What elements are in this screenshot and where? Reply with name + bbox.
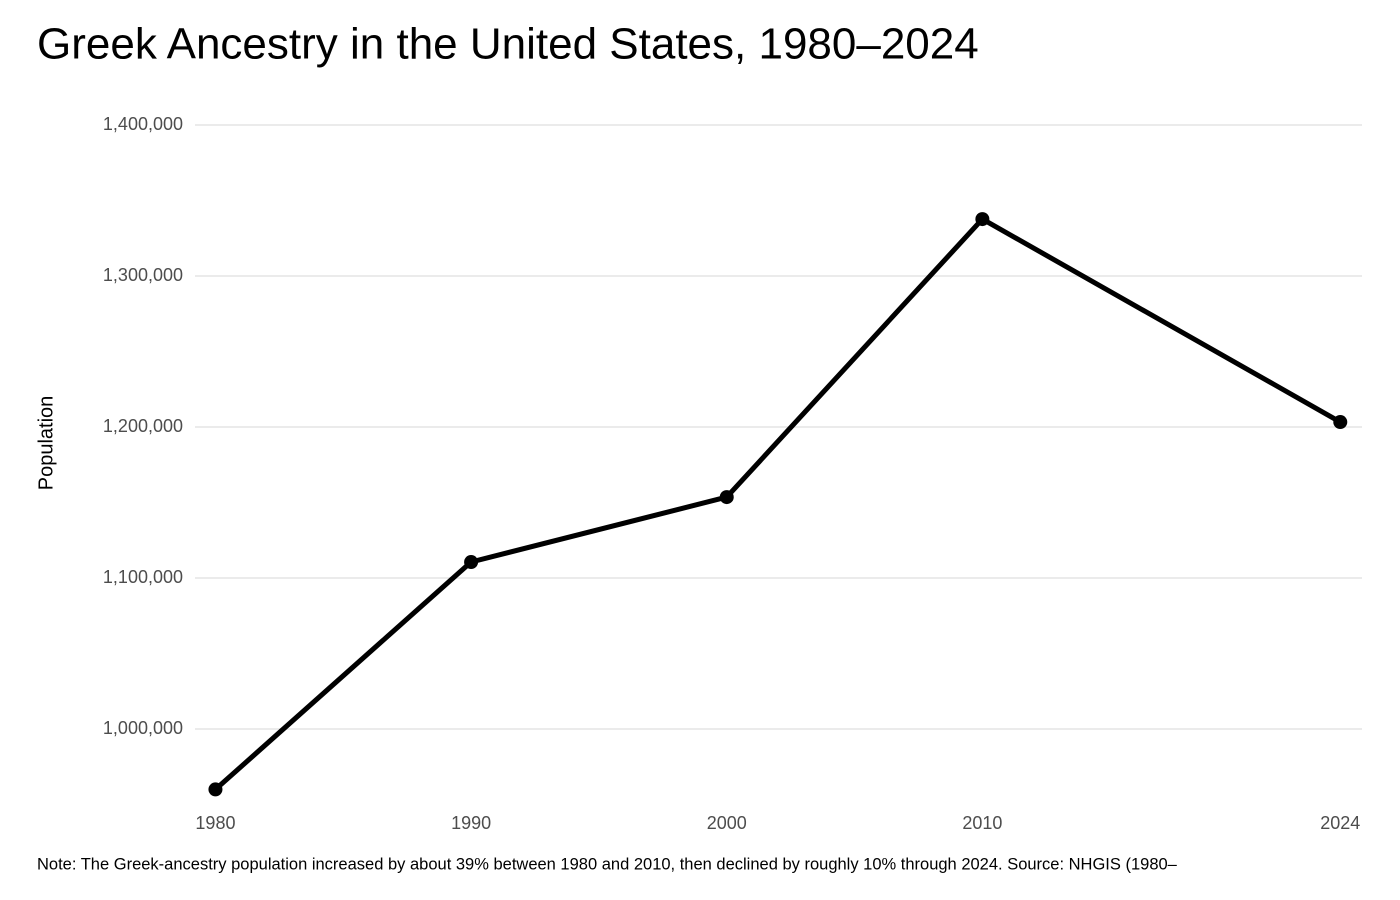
x-tick-label: 2024 bbox=[1320, 813, 1360, 833]
x-tick-label: 2000 bbox=[707, 813, 747, 833]
x-tick-label: 2010 bbox=[962, 813, 1002, 833]
x-tick-label: 1980 bbox=[195, 813, 235, 833]
y-tick-label: 1,400,000 bbox=[103, 114, 183, 134]
point bbox=[1333, 415, 1348, 430]
point bbox=[975, 212, 990, 227]
y-tick-label: 1,000,000 bbox=[103, 718, 183, 738]
chart-title: Greek Ancestry in the United States, 198… bbox=[37, 20, 979, 69]
note: Note: The Greek-ancestry population incr… bbox=[37, 855, 1178, 873]
y-tick-label: 1,100,000 bbox=[103, 567, 183, 587]
point bbox=[719, 490, 734, 505]
y-tick-label: 1,200,000 bbox=[103, 416, 183, 436]
y-axis-label: Population bbox=[35, 396, 57, 491]
point bbox=[464, 555, 479, 570]
point bbox=[208, 782, 223, 797]
y-tick-label: 1,300,000 bbox=[103, 265, 183, 285]
x-tick-label: 1990 bbox=[451, 813, 491, 833]
